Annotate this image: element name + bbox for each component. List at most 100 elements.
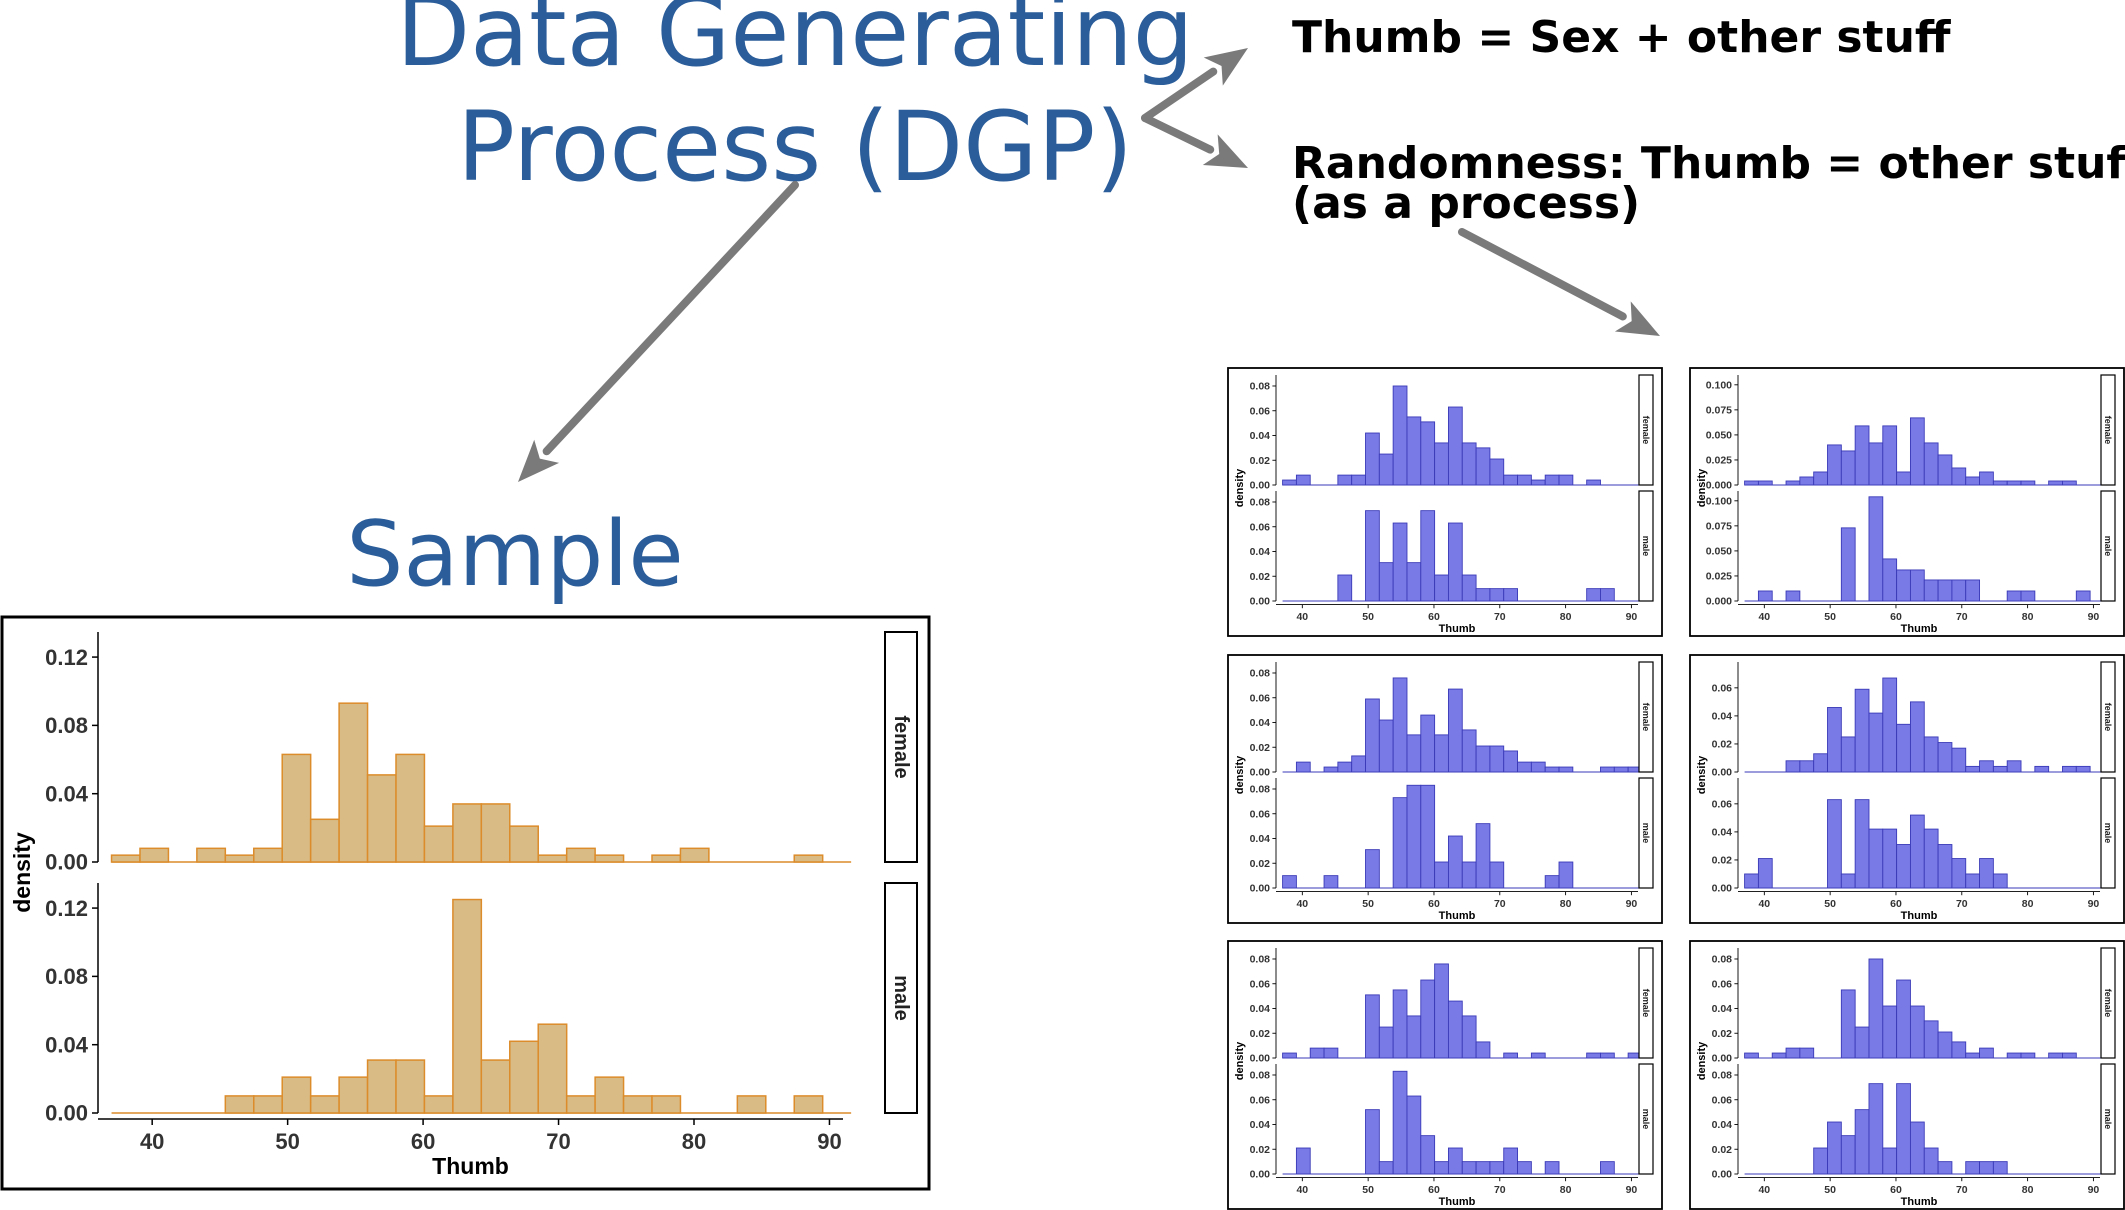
y-tick-label: 0.00: [1250, 596, 1271, 608]
bar-female-0: [1282, 1052, 1297, 1059]
y-tick-label: 0.04: [1250, 546, 1271, 558]
bar-female-10: [395, 753, 426, 863]
bar-female-10: [1882, 677, 1898, 773]
x-tick-label: 90: [1626, 898, 1638, 910]
bar-male-9: [1868, 828, 1884, 889]
bar-female-17: [1517, 761, 1532, 773]
bar-male-22: [1586, 588, 1601, 602]
bar-male-8: [1854, 799, 1870, 889]
bar-female-7: [309, 818, 340, 863]
y-tick-label: 0.02: [1250, 455, 1271, 467]
x-tick-label: 60: [411, 1129, 435, 1154]
bar-male-13: [1923, 828, 1939, 889]
y-tick-label: 0.100: [1706, 495, 1732, 507]
bar-male-6: [1365, 1109, 1380, 1175]
x-tick-label: 60: [1890, 898, 1902, 910]
bar-female-2: [1309, 1047, 1325, 1059]
y-tick-label: 0.00: [45, 850, 88, 875]
y-tick-label: 0.06: [1250, 808, 1271, 820]
bar-male-10: [1420, 784, 1436, 889]
bar-female-5: [1351, 755, 1366, 773]
bar-female-16: [1965, 1052, 1981, 1059]
bar-female-9: [366, 774, 397, 863]
chart-6-simulation: 0.00 0.02 0.04 0.06 0.08 female 0.00 0.02 0.04 0.…: [1689, 940, 2125, 1210]
bar-female-7: [1378, 719, 1394, 773]
y-tick-label: 0.04: [1712, 711, 1733, 723]
bar-female-23: [2062, 1052, 2077, 1059]
bar-male-24: [793, 1095, 824, 1114]
y-tick-label: 0.04: [1250, 1003, 1271, 1015]
bar-female-23: [1600, 766, 1615, 773]
bar-female-6: [1827, 707, 1842, 773]
x-tick-label: 80: [2022, 898, 2034, 910]
model-statement: Thumb = Sex + other stuff: [1292, 12, 1952, 63]
y-tick-label: 0.06: [1250, 521, 1271, 533]
bar-male-15: [1951, 858, 1967, 889]
bar-female-12: [1909, 701, 1925, 773]
bar-male-0: [1744, 873, 1759, 889]
bar-female-0: [1282, 479, 1297, 486]
y-tick-label: 0.025: [1706, 455, 1732, 467]
x-tick-label: 40: [1296, 611, 1308, 623]
bar-male-7: [1840, 873, 1856, 889]
bar-female-15: [1951, 1041, 1967, 1059]
bar-female-1: [1295, 761, 1311, 773]
bar-female-3: [196, 847, 227, 863]
bar-female-13: [1461, 442, 1477, 486]
bar-female-16: [1503, 1052, 1519, 1059]
bar-male-13: [1923, 1147, 1939, 1175]
y-tick-label: 0.075: [1706, 521, 1732, 533]
bar-female-14: [1937, 454, 1953, 486]
x-tick-label: 70: [1494, 611, 1506, 623]
facet-label-female: female: [1641, 416, 1651, 445]
y-tick-label: 0.04: [1250, 717, 1271, 729]
bar-female-11: [423, 825, 454, 863]
bar-female-20: [1558, 766, 1574, 773]
facet-strip-male: [884, 882, 918, 1114]
bar-female-15: [1489, 458, 1505, 486]
x-tick-label: 60: [1428, 1184, 1440, 1196]
bar-male-7: [309, 1095, 340, 1114]
bar-female-4: [1337, 761, 1353, 773]
bar-female-4: [224, 854, 255, 863]
bar-male-9: [1406, 784, 1422, 889]
bar-female-4: [1799, 1047, 1815, 1059]
bar-female-11: [1434, 442, 1449, 486]
bar-male-12: [1447, 1147, 1463, 1175]
bar-female-22: [2048, 1052, 2063, 1059]
y-tick-label: 0.06: [1250, 692, 1271, 704]
randomness-statement-line1: Randomness: Thumb = other stuff: [1292, 138, 2125, 189]
bar-female-6: [281, 753, 312, 863]
y-tick-label: 0.04: [1250, 1119, 1271, 1131]
bar-male-6: [1365, 510, 1380, 602]
y-tick-label: 0.08: [1250, 497, 1271, 509]
bar-female-12: [1447, 1000, 1463, 1059]
bar-male-16: [565, 1095, 596, 1114]
bar-female-20: [2020, 1052, 2036, 1059]
bar-female-7: [1840, 450, 1856, 486]
x-tick-label: 50: [1824, 611, 1836, 623]
x-tick-label: 80: [1560, 611, 1572, 623]
bar-female-18: [1530, 1052, 1546, 1059]
y-tick-label: 0.050: [1706, 430, 1732, 442]
bar-female-10: [1420, 979, 1436, 1059]
bar-male-3: [1323, 875, 1339, 889]
y-tick-label: 0.00: [1250, 1169, 1271, 1181]
arrow-to-simulations: [1458, 228, 1660, 336]
bar-female-9: [1406, 416, 1422, 486]
bar-male-17: [1979, 858, 1994, 889]
bar-female-0: [110, 854, 141, 863]
bar-female-14: [1475, 447, 1491, 486]
bar-female-24: [2075, 765, 2091, 773]
bar-male-14: [509, 1040, 539, 1114]
bar-male-19: [1544, 1161, 1560, 1175]
y-axis-label: density: [1696, 1041, 1708, 1080]
x-tick-label: 90: [817, 1129, 841, 1154]
bar-female-8: [1392, 677, 1408, 773]
y-tick-label: 0.02: [1250, 1028, 1271, 1040]
x-tick-label: 70: [1956, 898, 1968, 910]
bar-male-18: [1992, 873, 2008, 889]
x-tick-label: 40: [1758, 611, 1770, 623]
bar-male-16: [1965, 1161, 1981, 1175]
